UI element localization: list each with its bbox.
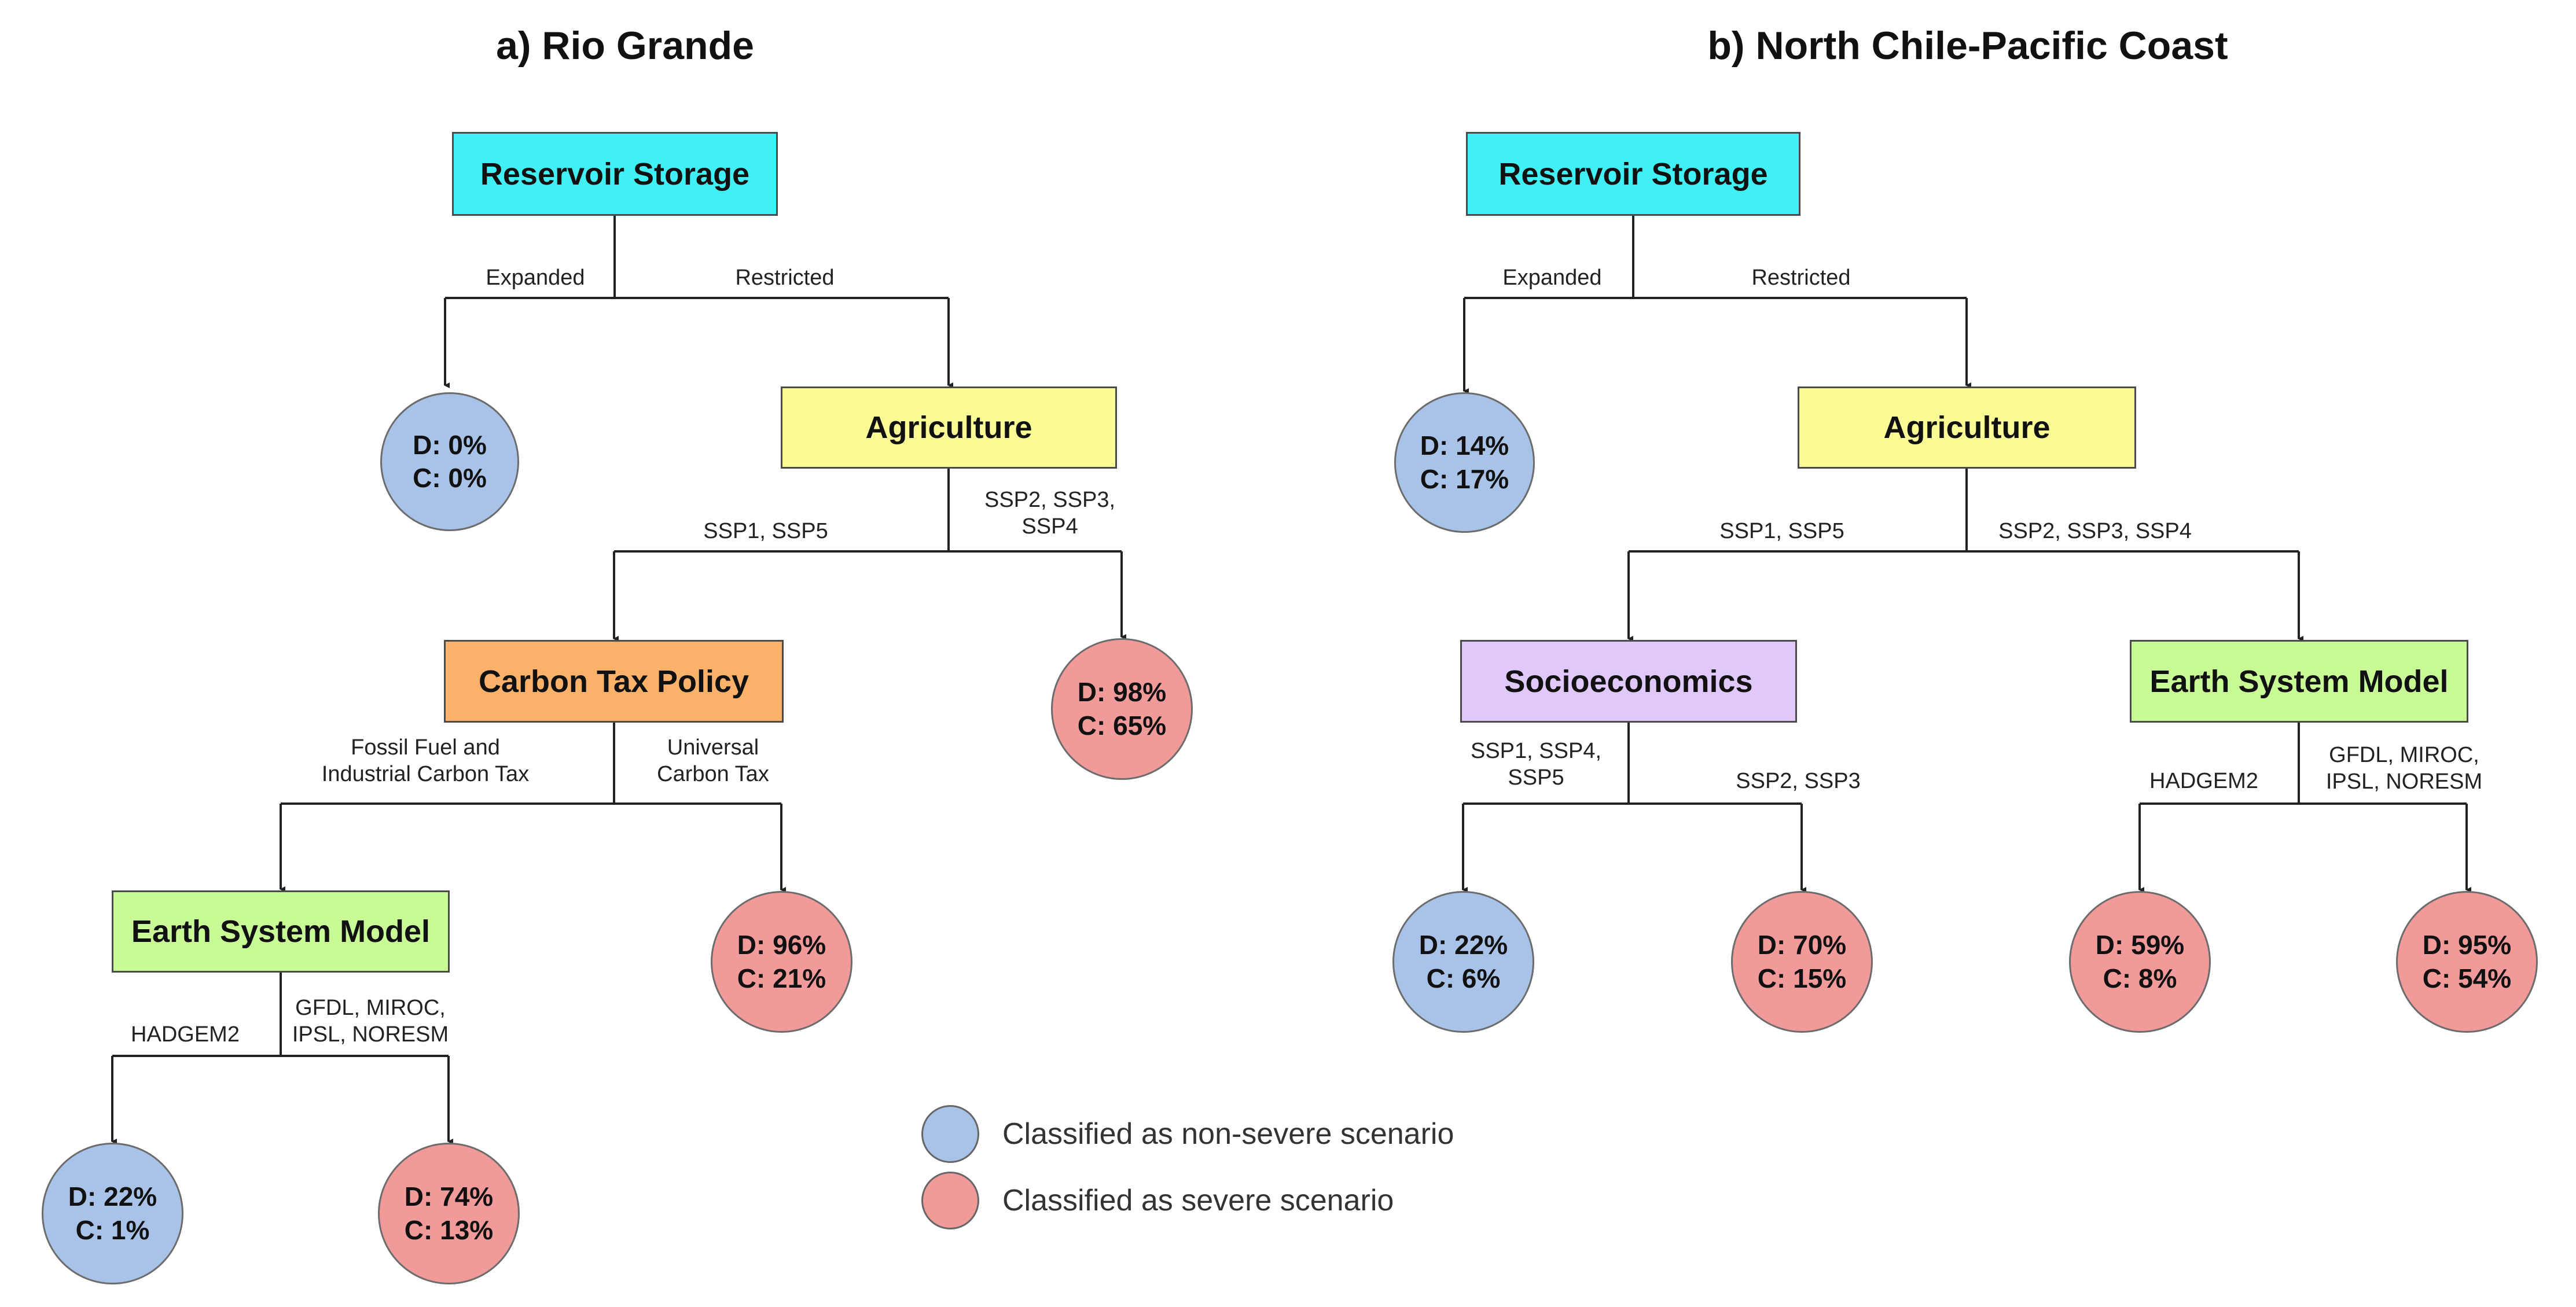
edge-label-b-ssp1-ssp5: SSP1, SSP5 (1719, 519, 1844, 543)
leaf-d-value: D: 59% (2095, 930, 2185, 960)
leaf-d-value: D: 22% (1419, 930, 1508, 960)
panel-b-title: b) North Chile-Pacific Coast (1707, 24, 2228, 68)
edge-label-b-ssp1-ssp4-ssp5: SSP1, SSP4, SSP5 (1471, 738, 1601, 791)
connector-a-carbon-tax (281, 723, 781, 805)
leaf-b-gfdl-miroc: D: 95% C: 54% (2396, 891, 2538, 1033)
node-a-earth-system-model: Earth System Model (112, 890, 450, 973)
leaf-c-value: C: 65% (1077, 710, 1167, 741)
edge-label-line: SSP2, SSP3, (984, 488, 1116, 512)
connector-b-reservoir (1464, 216, 1967, 299)
leaf-c-value: C: 1% (75, 1214, 150, 1245)
legend-severe-swatch (921, 1172, 979, 1229)
connector-b-agriculture (1629, 469, 2299, 553)
connector-b-socioeconomics (1463, 723, 1802, 805)
leaf-a-hadgem2: D: 22% C: 1% (42, 1143, 183, 1284)
leaf-d-value: D: 74% (404, 1181, 494, 1212)
leaf-c-value: C: 15% (1757, 963, 1847, 993)
legend-non-severe-label: Classified as non-severe scenario (1002, 1117, 1454, 1151)
legend-severe-label: Classified as severe scenario (1002, 1184, 1394, 1217)
leaf-b-expanded: D: 14% C: 17% (1394, 392, 1535, 533)
edge-label-b-ssp2-ssp3-ssp4: SSP2, SSP3, SSP4 (1998, 519, 2192, 543)
connector-b-earth-system (2140, 723, 2467, 805)
edge-label-a-universal: Universal Carbon Tax (657, 735, 769, 787)
edge-label-a-ssp1-ssp5: SSP1, SSP5 (703, 519, 828, 543)
leaf-d-value: D: 96% (737, 930, 826, 960)
edge-label-line: Fossil Fuel and (351, 735, 500, 760)
edge-label-b-gfdl: GFDL, MIROC, IPSL, NORESM (2326, 742, 2482, 795)
legend-non-severe: Classified as non-severe scenario (921, 1105, 1454, 1163)
node-a-reservoir-storage: Reservoir Storage (452, 132, 778, 216)
leaf-d-value: D: 98% (1077, 677, 1167, 707)
node-b-socioeconomics: Socioeconomics (1460, 640, 1797, 723)
leaf-d-value: D: 22% (68, 1181, 157, 1212)
leaf-a-ssp2-ssp3-ssp4: D: 98% C: 65% (1051, 638, 1193, 780)
panel-a-title: a) Rio Grande (496, 24, 754, 68)
edge-label-line: IPSL, NORESM (292, 1022, 449, 1047)
node-b-reservoir-storage: Reservoir Storage (1466, 132, 1800, 216)
leaf-c-value: C: 0% (413, 463, 487, 493)
leaf-c-value: C: 21% (737, 963, 826, 993)
leaf-b-hadgem2: D: 59% C: 8% (2069, 891, 2211, 1033)
node-b-earth-system-model: Earth System Model (2130, 640, 2468, 723)
connector-a-reservoir (445, 216, 949, 299)
node-a-carbon-tax-policy: Carbon Tax Policy (444, 640, 784, 723)
leaf-d-value: D: 95% (2422, 930, 2512, 960)
connector-a-agriculture (614, 469, 1122, 553)
leaf-c-value: C: 54% (2422, 963, 2512, 993)
edge-label-line: IPSL, NORESM (2325, 769, 2483, 794)
edge-label-line: GFDL, MIROC, (295, 996, 446, 1020)
leaf-b-ssp2-ssp3: D: 70% C: 15% (1731, 891, 1873, 1033)
edge-label-b-expanded: Expanded (1502, 266, 1602, 290)
edge-label-line: GFDL, MIROC, (2329, 743, 2479, 767)
edge-label-line: SSP4 (1021, 514, 1078, 539)
leaf-d-value: D: 0% (413, 429, 487, 460)
edge-label-line: Industrial Carbon Tax (321, 761, 530, 786)
leaf-a-universal-carbon-tax: D: 96% C: 21% (711, 891, 852, 1033)
leaf-b-ssp1-ssp4-ssp5: D: 22% C: 6% (1392, 891, 1534, 1033)
leaf-c-value: C: 13% (404, 1214, 494, 1245)
edge-label-a-expanded: Expanded (486, 266, 585, 290)
edge-label-line: SSP5 (1508, 765, 1564, 790)
edge-label-line: Universal (667, 735, 759, 760)
connector-a-earth-system (112, 973, 449, 1057)
edge-label-b-ssp2-ssp3: SSP2, SSP3 (1736, 769, 1861, 793)
leaf-c-value: C: 17% (1420, 463, 1509, 494)
leaf-a-gfdl-miroc: D: 74% C: 13% (378, 1143, 520, 1284)
node-a-agriculture: Agriculture (781, 386, 1117, 469)
edge-label-line: Carbon Tax (657, 761, 769, 786)
node-b-agriculture: Agriculture (1798, 386, 2136, 469)
legend-non-severe-swatch (921, 1105, 979, 1163)
edge-label-a-ssp2-ssp3-ssp4: SSP2, SSP3, SSP4 (984, 487, 1115, 540)
leaf-c-value: C: 8% (2103, 963, 2177, 993)
edge-label-line: SSP1, SSP4, (1470, 739, 1602, 763)
edge-label-a-gfdl: GFDL, MIROC, IPSL, NORESM (292, 995, 449, 1048)
legend-severe: Classified as severe scenario (921, 1172, 1394, 1229)
leaf-c-value: C: 6% (1426, 963, 1501, 993)
edge-label-b-restricted: Restricted (1751, 266, 1851, 290)
edge-label-a-fossil-fuel: Fossil Fuel and Industrial Carbon Tax (322, 735, 529, 787)
edge-label-a-restricted: Restricted (735, 266, 835, 290)
edge-label-b-hadgem2: HADGEM2 (2149, 769, 2258, 793)
leaf-a-expanded: D: 0% C: 0% (380, 392, 519, 531)
edge-label-a-hadgem2: HADGEM2 (131, 1022, 240, 1047)
leaf-d-value: D: 14% (1420, 430, 1509, 461)
leaf-d-value: D: 70% (1757, 930, 1847, 960)
